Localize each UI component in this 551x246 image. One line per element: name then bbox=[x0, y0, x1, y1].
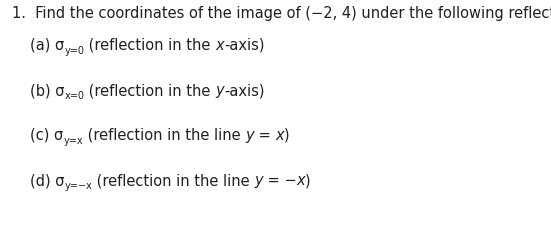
Text: (reflection in the line: (reflection in the line bbox=[83, 128, 245, 143]
Text: 1.  Find the coordinates of the image of (−2, 4) under the following reflections: 1. Find the coordinates of the image of … bbox=[12, 6, 551, 21]
Text: y: y bbox=[255, 173, 263, 188]
Text: y=0: y=0 bbox=[64, 46, 84, 56]
Text: (a) σ: (a) σ bbox=[30, 38, 64, 53]
Text: y=x: y=x bbox=[63, 136, 83, 146]
Text: x: x bbox=[297, 173, 305, 188]
Text: (reflection in the line: (reflection in the line bbox=[92, 173, 255, 188]
Text: x: x bbox=[275, 128, 284, 143]
Text: x: x bbox=[215, 38, 224, 53]
Text: =: = bbox=[254, 128, 275, 143]
Text: x=0: x=0 bbox=[64, 91, 84, 101]
Text: (c) σ: (c) σ bbox=[30, 128, 63, 143]
Text: (b) σ: (b) σ bbox=[30, 83, 64, 98]
Text: = −: = − bbox=[263, 173, 297, 188]
Text: ): ) bbox=[284, 128, 289, 143]
Text: (reflection in the: (reflection in the bbox=[84, 38, 215, 53]
Text: (d) σ: (d) σ bbox=[30, 173, 64, 188]
Text: -axis): -axis) bbox=[224, 83, 264, 98]
Text: ): ) bbox=[305, 173, 311, 188]
Text: -axis): -axis) bbox=[224, 38, 264, 53]
Text: (reflection in the: (reflection in the bbox=[84, 83, 215, 98]
Text: y=−x: y=−x bbox=[64, 181, 92, 191]
Text: y: y bbox=[215, 83, 224, 98]
Text: y: y bbox=[245, 128, 254, 143]
